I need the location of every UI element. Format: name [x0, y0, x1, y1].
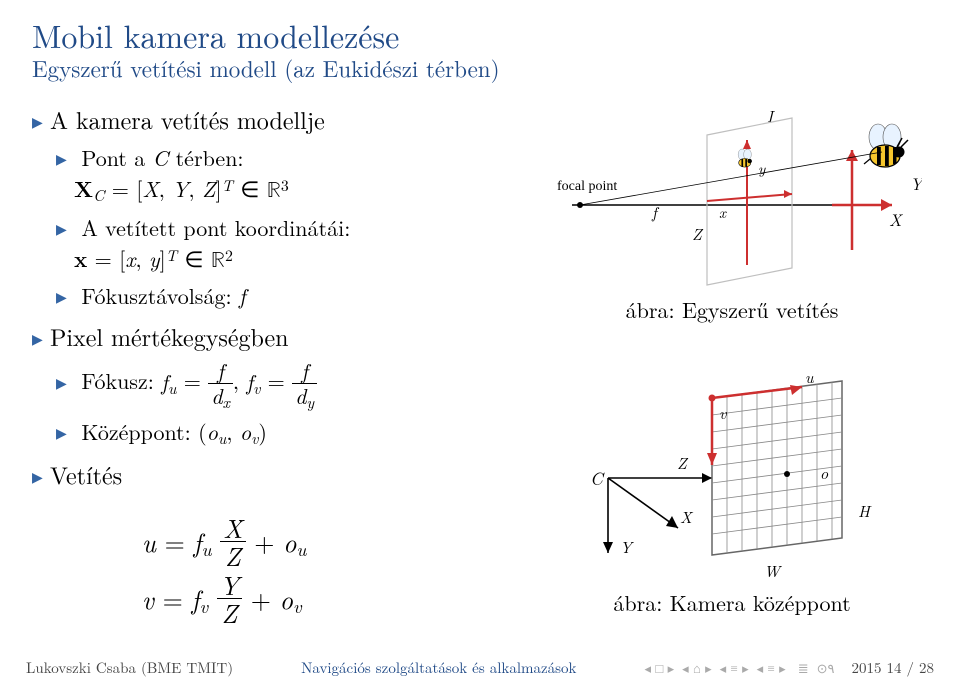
svg-text:u: u: [805, 365, 814, 388]
figure1-caption: ábra: Egyszerű vetítés: [542, 294, 922, 325]
bullet-point-space: ▶ Pont a C térben: XC = [X, Y, Z]T ∈ ℝ3: [56, 142, 542, 206]
bullet-camera-model: ▶A kamera vetítés modellje: [32, 102, 542, 136]
page-subtitle: Egyszerű vetítési modell (az Eukidészi t…: [32, 55, 928, 80]
projection-equations: u = fu XZ + ou v = fv YZ + ov: [142, 513, 542, 627]
svg-text:Z: Z: [677, 451, 689, 474]
footer: Lukovszki Csaba (BME TMIT) Navigációs sz…: [0, 657, 960, 678]
footer-page: 2015 14 / 28: [852, 657, 935, 678]
bullet-pixel-units: ▶Pixel mértékegységben: [32, 319, 542, 353]
content-right: focal point f Z I x y: [542, 94, 922, 627]
svg-text:v: v: [719, 401, 727, 424]
svg-text:I: I: [767, 104, 776, 127]
bullet-focal-uv: ▶ Fókusz: fu = fdx, fv = fdy: [56, 359, 542, 410]
nav-icons: ◂ □ ▸◂ ⌂ ▸◂ ≡ ▸◂ ≡ ▸ ≣ ⊙۹: [645, 658, 835, 677]
svg-text:Y: Y: [620, 535, 634, 558]
bullet-projection: ▶Vetítés: [32, 457, 542, 491]
svg-text:Y: Y: [910, 171, 922, 195]
svg-text:C: C: [590, 466, 605, 491]
svg-text:o: o: [820, 461, 829, 484]
content-left: ▶A kamera vetítés modellje ▶ Pont a C té…: [32, 94, 542, 627]
figure-center: C Z X Y: [562, 353, 902, 583]
svg-text:X: X: [889, 207, 904, 231]
svg-text:f: f: [651, 200, 660, 223]
svg-text:H: H: [858, 499, 872, 522]
figure2-caption: ábra: Kamera középpont: [542, 587, 922, 618]
svg-text:X: X: [680, 505, 694, 528]
bullet-focal: ▶ Fókusztávolság: f: [56, 280, 542, 311]
fp-label: focal point: [557, 179, 617, 194]
svg-text:y: y: [758, 158, 766, 179]
bullet-center: ▶ Középpont: (ou, ov): [56, 416, 542, 449]
page-title: Mobil kamera modellezése: [32, 18, 928, 53]
svg-text:x: x: [719, 202, 727, 223]
svg-text:Z: Z: [692, 222, 704, 245]
bullet-projected-coords: ▶ A vetített pont koordinátái: x = [x, y…: [56, 212, 542, 274]
footer-title: Navigációs szolgáltatások és alkalmazáso…: [301, 657, 576, 678]
footer-author: Lukovszki Csaba (BME TMIT): [26, 657, 233, 678]
svg-text:W: W: [764, 559, 782, 582]
figure-projection: focal point f Z I x y: [542, 100, 922, 290]
